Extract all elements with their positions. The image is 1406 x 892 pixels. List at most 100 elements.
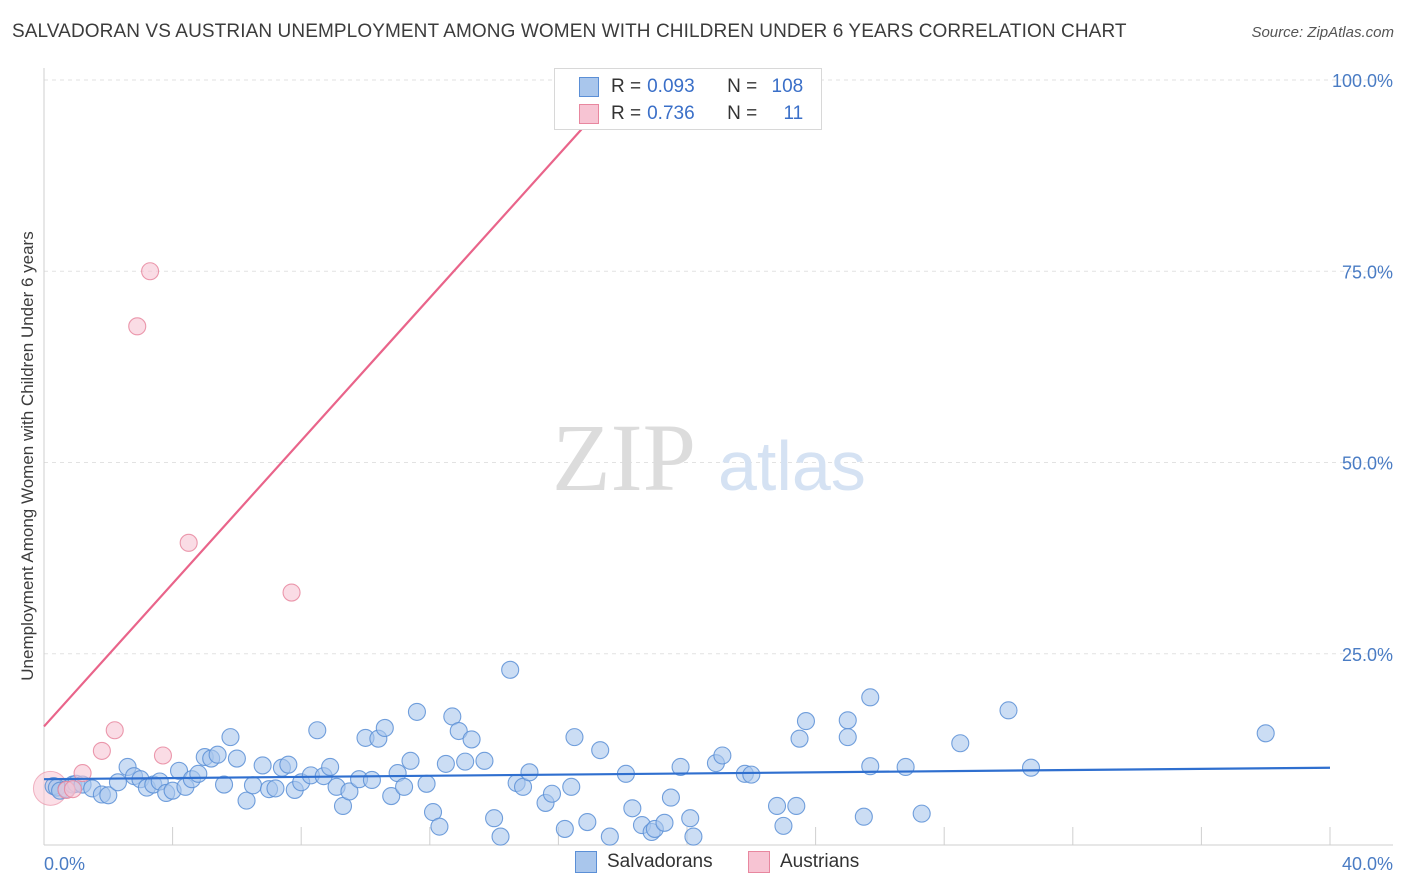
- scatter-point-salvadorans: [838, 728, 857, 747]
- scatter-point-austrians: [179, 533, 198, 552]
- scatter-point-salvadorans: [854, 807, 873, 826]
- scatter-point-austrians: [282, 583, 301, 602]
- scatter-point-salvadorans: [308, 721, 327, 740]
- scatter-point-salvadorans: [227, 749, 246, 768]
- scatter-point-salvadorans: [1021, 758, 1041, 777]
- scatter-point-salvadorans: [169, 761, 189, 780]
- scatter-point-salvadorans: [362, 770, 381, 790]
- legend-r-value: 0.736: [647, 103, 695, 124]
- x-tick-label-min: 0.0%: [44, 854, 85, 874]
- scatter-point-salvadorans: [208, 745, 227, 764]
- legend-n-value: 11: [783, 103, 804, 124]
- scatter-point-austrians: [141, 262, 160, 281]
- legend-swatch-blue: [575, 851, 597, 873]
- legend-r-value: 0.093: [647, 76, 695, 97]
- scatter-point-salvadorans: [896, 757, 915, 777]
- scatter-point-salvadorans: [999, 701, 1018, 720]
- scatter-point-salvadorans: [237, 791, 256, 810]
- scatter-point-salvadorans: [243, 776, 263, 795]
- scatter-point-salvadorans: [661, 788, 680, 807]
- scatter-point-salvadorans: [681, 809, 700, 828]
- scatter-point-salvadorans: [436, 754, 455, 773]
- data-points: [32, 262, 1275, 846]
- scatter-point-salvadorans: [375, 718, 394, 738]
- x-tick-label-max: 40.0%: [1342, 854, 1393, 874]
- legend-n-label: N =: [727, 76, 758, 97]
- y-tick-labels: 25.0% 50.0% 75.0% 100.0%: [1332, 71, 1393, 665]
- scatter-point-salvadorans: [430, 817, 449, 836]
- scatter-point-salvadorans: [787, 796, 806, 816]
- x-tick-labels: 0.0% 40.0%: [44, 854, 1393, 874]
- scatter-point-salvadorans: [462, 730, 481, 749]
- scatter-point-salvadorans: [395, 777, 414, 796]
- watermark-zip-text: ZIP: [552, 404, 696, 511]
- legend-n-value: 108: [771, 76, 804, 97]
- legend-swatch-pink: [748, 851, 770, 873]
- scatter-point-salvadorans: [1256, 724, 1275, 743]
- scatter-point-salvadorans: [565, 728, 584, 747]
- trend-lines: [43, 79, 1331, 781]
- scatter-point-salvadorans: [253, 756, 272, 775]
- scatter-point-salvadorans: [767, 796, 787, 816]
- scatter-point-salvadorans: [562, 777, 581, 796]
- scatter-point-salvadorans: [861, 688, 880, 707]
- y-tick-label: 100.0%: [1332, 71, 1393, 91]
- trend-line-austrians: [43, 79, 627, 728]
- scatter-point-salvadorans: [501, 660, 520, 679]
- legend-r-label: R =: [611, 103, 642, 124]
- chart-title: SALVADORAN VS AUSTRIAN UNEMPLOYMENT AMON…: [12, 21, 1127, 42]
- scatter-point-salvadorans: [520, 763, 539, 782]
- scatter-point-salvadorans: [713, 746, 732, 765]
- scatter-point-salvadorans: [449, 721, 468, 741]
- scatter-point-salvadorans: [108, 773, 127, 792]
- scatter-point-salvadorans: [838, 711, 857, 730]
- legend-item-austrians: Austrians: [748, 851, 859, 873]
- y-tick-label: 50.0%: [1342, 454, 1393, 474]
- scatter-point-salvadorans: [214, 775, 234, 794]
- scatter-point-austrians: [153, 746, 173, 765]
- legend-swatch-pink: [579, 104, 599, 124]
- legend-swatch-blue: [579, 77, 599, 97]
- scatter-point-salvadorans: [266, 779, 285, 798]
- scatter-point-salvadorans: [796, 712, 816, 731]
- scatter-point-salvadorans: [279, 755, 298, 774]
- legend-row-salvadorans: R = 0.093 N = 108: [579, 76, 803, 98]
- scatter-point-austrians: [105, 721, 124, 740]
- scatter-point-salvadorans: [655, 813, 674, 832]
- scatter-point-salvadorans: [485, 809, 504, 828]
- scatter-point-salvadorans: [684, 827, 703, 846]
- trend-line-salvadorans: [43, 766, 1331, 781]
- scatter-point-salvadorans: [578, 812, 597, 832]
- legend-item-salvadorans: Salvadorans: [575, 851, 713, 873]
- scatter-point-austrians: [128, 317, 147, 336]
- scatter-point-salvadorans: [912, 804, 931, 823]
- watermark-atlas-text: atlas: [718, 427, 866, 505]
- legend-n-label: N =: [727, 103, 758, 124]
- scatter-point-salvadorans: [600, 827, 619, 846]
- scatter-point-salvadorans: [401, 751, 420, 770]
- scatter-point-salvadorans: [591, 741, 610, 760]
- scatter-point-austrians: [73, 764, 92, 783]
- scatter-point-salvadorans: [340, 782, 359, 801]
- scatter-point-salvadorans: [742, 765, 761, 784]
- scatter-point-salvadorans: [475, 751, 494, 770]
- scatter-point-austrians: [92, 741, 111, 760]
- scatter-point-salvadorans: [542, 784, 562, 803]
- scatter-point-salvadorans: [671, 757, 690, 777]
- series-legend: Salvadorans Austrians: [0, 851, 1406, 877]
- scatter-point-salvadorans: [774, 816, 793, 835]
- scatter-point-salvadorans: [951, 734, 970, 753]
- scatter-point-salvadorans: [623, 799, 642, 818]
- legend-r-label: R =: [611, 76, 642, 97]
- scatter-point-salvadorans: [555, 819, 574, 838]
- legend-label-austrians: Austrians: [780, 851, 860, 872]
- scatter-point-salvadorans: [861, 757, 880, 776]
- scatter-point-austrians: [63, 780, 82, 799]
- scatter-point-salvadorans: [417, 774, 436, 793]
- scatter-point-salvadorans: [189, 764, 208, 783]
- scatter-point-salvadorans: [99, 786, 118, 805]
- legend-label-salvadorans: Salvadorans: [607, 851, 713, 872]
- scatter-point-salvadorans: [407, 702, 426, 721]
- scatter-point-salvadorans: [321, 757, 340, 777]
